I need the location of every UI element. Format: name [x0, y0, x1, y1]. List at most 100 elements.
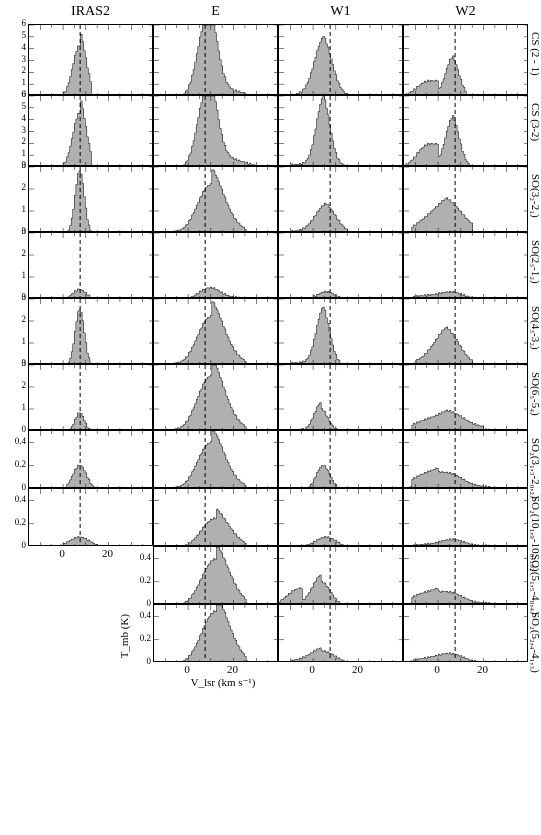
- y-tick-label: 3: [4, 125, 26, 135]
- spectrum-trace: [29, 310, 153, 364]
- x-tick-label: 20: [225, 664, 241, 676]
- spectrum-panel: [403, 24, 528, 95]
- spectrum-trace: [404, 653, 528, 662]
- y-tick-label: 4: [4, 113, 26, 123]
- y-tick-label: 2: [4, 65, 26, 75]
- x-tick-label: 20: [350, 664, 366, 676]
- y-tick-label: 0.4: [129, 552, 151, 562]
- spectrum-panel: [28, 232, 153, 298]
- spectrum-panel: [153, 546, 278, 604]
- y-tick-label: 0.2: [129, 633, 151, 643]
- spectrum-panel: [153, 488, 278, 546]
- spectrum-trace: [279, 36, 403, 95]
- spectrum-panel: [403, 232, 528, 298]
- spectrum-panel: [153, 430, 278, 488]
- y-tick-label: 1: [4, 204, 26, 214]
- y-tick-label: 1: [4, 336, 26, 346]
- spectrum-trace: [154, 431, 278, 488]
- spectrum-trace: [154, 547, 278, 604]
- spectrum-panel: [153, 232, 278, 298]
- x-axis-label: V_lsr (km s⁻¹): [173, 676, 273, 689]
- spectrum-panel: [153, 24, 278, 95]
- spectrum-trace: [29, 289, 153, 298]
- spectrum-panel: [28, 24, 153, 95]
- spectrum-trace: [279, 648, 403, 662]
- spectrum-trace: [279, 536, 403, 546]
- spectrum-panel: [278, 95, 403, 166]
- y-tick-label: 3: [4, 358, 26, 368]
- y-tick-label: 0.2: [129, 575, 151, 585]
- row-label: SO₂(5₁,₅-4₀,₄): [529, 554, 541, 615]
- y-tick-label: 2: [4, 380, 26, 390]
- spectrum-panel: [278, 488, 403, 546]
- spectrum-panel: [403, 364, 528, 430]
- x-tick-label: 0: [179, 664, 195, 676]
- x-tick-label: 0: [429, 664, 445, 676]
- spectrum-trace: [154, 96, 278, 166]
- spectrum-trace: [154, 302, 278, 364]
- spectrum-trace: [29, 413, 153, 430]
- y-tick-label: 1: [4, 77, 26, 87]
- spectrum-trace: [404, 116, 528, 166]
- spectrum-panel: [403, 298, 528, 364]
- spectrum-panel: [28, 488, 153, 546]
- row-label: SO₂(5₂,₄-4₁,₃): [529, 612, 541, 673]
- spectrum-trace: [279, 307, 403, 364]
- spectrum-trace: [154, 605, 278, 662]
- y-tick-label: 2: [4, 248, 26, 258]
- row-label: SO(4₃-3₂): [529, 306, 541, 350]
- spectrum-panel: [28, 95, 153, 166]
- spectrum-panel: [153, 364, 278, 430]
- row-label: SO₂(3₁,₃-2₀,₂): [529, 438, 541, 499]
- spectrum-trace: [154, 25, 278, 95]
- spectrum-panel: [278, 24, 403, 95]
- spectrum-panel: [278, 430, 403, 488]
- x-tick-label: 20: [100, 548, 116, 560]
- spectrum-panel: [403, 488, 528, 546]
- row-label: SO(2₃-1₂): [529, 240, 541, 284]
- spectrum-panel: [278, 364, 403, 430]
- spectrum-panel: [153, 166, 278, 232]
- y-tick-label: 0: [4, 424, 26, 434]
- spectrum-panel: [28, 364, 153, 430]
- column-header: W2: [403, 4, 528, 20]
- spectrum-panel: [153, 298, 278, 364]
- y-tick-label: 6: [4, 18, 26, 28]
- y-tick-label: 0.2: [4, 517, 26, 527]
- y-tick-label: 2: [4, 136, 26, 146]
- y-tick-label: 0.4: [4, 436, 26, 446]
- spectrum-trace: [154, 365, 278, 430]
- spectrum-trace: [279, 575, 403, 604]
- spectrum-trace: [279, 96, 403, 166]
- x-tick-label: 20: [475, 664, 491, 676]
- y-tick-label: 0: [129, 598, 151, 608]
- spectrum-panel: [153, 95, 278, 166]
- column-header: W1: [278, 4, 403, 20]
- y-tick-label: 2: [4, 182, 26, 192]
- y-tick-label: 1: [4, 402, 26, 412]
- y-tick-label: 5: [4, 101, 26, 111]
- spectrum-trace: [279, 203, 403, 232]
- row-label: SO(6₅-5₄): [529, 372, 541, 416]
- spectrum-trace: [404, 588, 528, 604]
- spectrum-trace: [404, 56, 528, 95]
- spectrum-panel: [153, 604, 278, 662]
- y-tick-label: 0: [129, 656, 151, 666]
- y-tick-label: 5: [4, 30, 26, 40]
- y-tick-label: 0.2: [4, 459, 26, 469]
- spectrum-trace: [404, 198, 528, 232]
- spectrum-trace: [404, 468, 528, 488]
- y-tick-label: 0: [4, 540, 26, 550]
- spectrum-trace: [404, 539, 528, 546]
- spectrum-trace: [29, 101, 153, 166]
- spectrum-trace: [404, 291, 528, 298]
- spectrum-trace: [29, 536, 153, 546]
- spectrum-trace: [29, 34, 153, 95]
- row-label: SO(3₂-2₁): [529, 174, 541, 218]
- column-header: IRAS2: [28, 4, 153, 20]
- spectrum-panel: [278, 298, 403, 364]
- spectrum-panel: [28, 166, 153, 232]
- y-tick-label: 0: [4, 482, 26, 492]
- spectrum-trace: [154, 170, 278, 232]
- y-tick-label: 1: [4, 148, 26, 158]
